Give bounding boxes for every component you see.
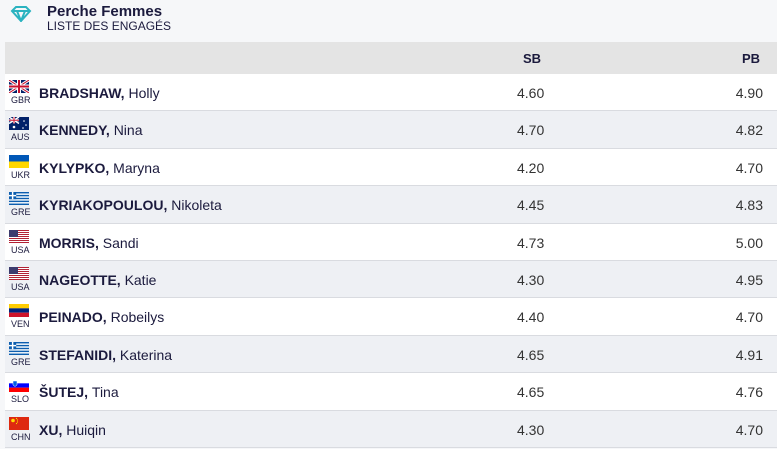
country-code: UKR <box>11 169 31 180</box>
athlete-name[interactable]: BRADSHAW, Holly <box>39 85 160 101</box>
pb-value: 4.82 <box>735 122 763 139</box>
flag-icon <box>9 192 29 206</box>
pb-value: 4.95 <box>735 271 763 288</box>
athlete-name[interactable]: XU, Huiqin <box>39 422 106 438</box>
table-row[interactable]: SLO ŠUTEJ, Tina 4.65 4.76 <box>5 373 777 411</box>
sb-value: 4.65 <box>517 384 545 401</box>
table-row[interactable]: CHN XU, Huiqin 4.30 4.70 <box>5 410 777 448</box>
first-name: Tina <box>91 384 119 401</box>
last-name: ŠUTEJ, <box>39 384 89 401</box>
pb-value: 5.00 <box>735 234 763 251</box>
table-row[interactable]: GBR BRADSHAW, Holly 4.60 4.90 <box>5 74 777 112</box>
column-pb: PB <box>741 51 760 66</box>
last-name: NAGEOTTE, <box>39 271 121 288</box>
country-code: USA <box>11 281 30 292</box>
pb-value: 4.70 <box>735 309 763 326</box>
flag-icon <box>9 304 29 318</box>
sb-value: 4.45 <box>517 197 545 214</box>
flag-icon <box>9 117 29 131</box>
country-code: GRE <box>11 356 31 367</box>
diamond-icon <box>10 6 32 22</box>
first-name: Nikoleta <box>171 197 222 214</box>
flag-icon <box>9 80 29 93</box>
flag-icon <box>9 266 29 280</box>
header: Perche Femmes LISTE DES ENGAGÉS <box>0 0 777 42</box>
athlete-name[interactable]: ŠUTEJ, Tina <box>39 384 119 400</box>
last-name: MORRIS, <box>39 234 99 251</box>
last-name: PEINADO, <box>39 309 107 326</box>
page-subtitle: LISTE DES ENGAGÉS <box>47 19 172 33</box>
flag-icon <box>9 229 29 243</box>
sb-value: 4.30 <box>517 421 545 438</box>
table-row[interactable]: UKR KYLYPKO, Maryna 4.20 4.70 <box>5 148 777 187</box>
sb-value: 4.70 <box>517 122 545 139</box>
pb-value: 4.91 <box>735 346 763 363</box>
pb-value: 4.70 <box>735 159 763 176</box>
sb-value: 4.30 <box>517 271 545 288</box>
first-name: Sandi <box>102 234 139 251</box>
country-code: CHN <box>11 431 31 442</box>
country-code: VEN <box>11 319 30 330</box>
table-row[interactable]: AUS KENNEDY, Nina 4.70 4.82 <box>5 111 777 149</box>
flag-icon <box>9 379 29 393</box>
pb-value: 4.83 <box>735 197 763 214</box>
flag-icon <box>9 341 29 355</box>
pb-value: 4.90 <box>735 85 763 101</box>
flag-icon <box>9 154 29 168</box>
athlete-name[interactable]: KYRIAKOPOULOU, Nikoleta <box>39 197 222 213</box>
pb-value: 4.70 <box>735 421 763 438</box>
pb-value: 4.76 <box>735 384 763 401</box>
last-name: XU, <box>39 421 63 438</box>
athlete-name[interactable]: KYLYPKO, Maryna <box>39 160 160 176</box>
last-name: BRADSHAW, <box>39 85 125 101</box>
table-row[interactable]: USA NAGEOTTE, Katie 4.30 4.95 <box>5 260 777 299</box>
athlete-name[interactable]: PEINADO, Robeilys <box>39 309 164 325</box>
athlete-name[interactable]: KENNEDY, Nina <box>39 122 142 138</box>
flag-icon <box>9 416 29 430</box>
sb-value: 4.60 <box>517 85 545 101</box>
first-name: Maryna <box>113 159 160 176</box>
table-header: SB PB <box>5 42 777 74</box>
table-row[interactable]: GRE STEFANIDI, Katerina 4.65 4.91 <box>5 335 777 374</box>
first-name: Nina <box>113 122 143 139</box>
column-sb: SB <box>523 51 542 66</box>
table-row[interactable]: USA MORRIS, Sandi 4.73 5.00 <box>5 223 777 261</box>
first-name: Katie <box>124 271 157 288</box>
athlete-name[interactable]: NAGEOTTE, Katie <box>39 272 156 288</box>
athlete-name[interactable]: STEFANIDI, Katerina <box>39 347 172 363</box>
country-code: SLO <box>11 394 30 405</box>
athlete-name[interactable]: MORRIS, Sandi <box>39 235 139 251</box>
country-code: USA <box>11 244 30 255</box>
first-name: Robeilys <box>110 309 165 326</box>
sb-value: 4.40 <box>517 309 545 326</box>
sb-value: 4.65 <box>517 346 545 363</box>
first-name: Holly <box>128 85 160 101</box>
first-name: Huiqin <box>66 421 106 438</box>
last-name: KYLYPKO, <box>39 159 110 176</box>
entries-table: SB PB GBR BRADSHAW, Holly 4.60 4.90 AUS … <box>5 42 777 448</box>
last-name: KENNEDY, <box>39 122 110 139</box>
page-title: Perche Femmes <box>47 3 163 20</box>
country-code: GBR <box>11 95 31 105</box>
sb-value: 4.20 <box>517 159 545 176</box>
last-name: STEFANIDI, <box>39 346 117 363</box>
sb-value: 4.73 <box>517 234 545 251</box>
first-name: Katerina <box>119 346 173 363</box>
last-name: KYRIAKOPOULOU, <box>39 197 168 214</box>
table-row[interactable]: GRE KYRIAKOPOULOU, Nikoleta 4.45 4.83 <box>5 186 777 224</box>
table-row[interactable]: VEN PEINADO, Robeilys 4.40 4.70 <box>5 298 777 336</box>
country-code: AUS <box>11 132 30 143</box>
country-code: GRE <box>11 207 31 218</box>
